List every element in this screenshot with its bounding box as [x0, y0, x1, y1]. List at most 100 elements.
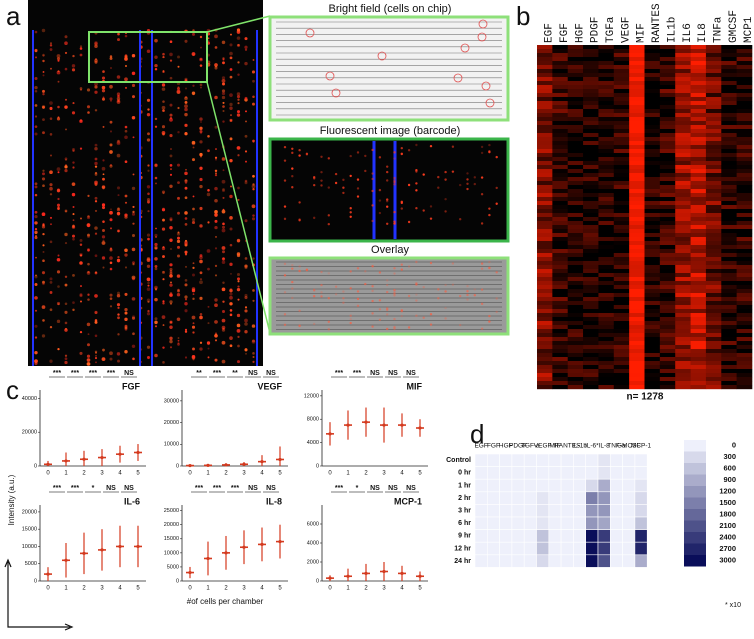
heat-stripe [690, 141, 707, 146]
heat-stripe [736, 241, 753, 246]
heat-stripe [567, 113, 584, 118]
colorbar-cell [684, 543, 706, 555]
y-tick-label: 0 [34, 463, 37, 469]
x-tick-label: 3 [242, 586, 246, 592]
barcode-spot [459, 217, 462, 221]
heat-stripe [613, 97, 630, 102]
heat-stripe [567, 157, 584, 162]
chip-spot [49, 193, 53, 196]
chip-spot [161, 208, 166, 212]
x-tick-label: 1 [346, 586, 350, 592]
chip-spot [222, 120, 225, 123]
heat-stripe [552, 117, 569, 122]
barcode-spot [334, 172, 338, 176]
heat-stripe [644, 353, 661, 358]
chip-spot [237, 344, 240, 348]
heat-stripe [675, 269, 691, 274]
heat-stripe [567, 221, 584, 226]
heat-stripe [613, 281, 630, 286]
barcode-spot [473, 176, 476, 179]
chip-spot [154, 297, 158, 302]
heat-stripe [598, 145, 615, 150]
heat-stripe [675, 45, 691, 50]
heat-stripe [705, 265, 722, 270]
chip-spot [56, 117, 61, 121]
heat-stripe [690, 373, 707, 378]
overlay-spot [488, 266, 491, 270]
chip-spot [154, 63, 158, 68]
heat-stripe [598, 201, 615, 206]
heat-stripe [598, 341, 615, 346]
overlay-spot [466, 290, 469, 293]
chip-spot [110, 208, 112, 211]
heat-stripe [690, 45, 707, 50]
colorbar-cell [684, 474, 706, 486]
heat-stripe [659, 241, 676, 246]
heat-stripe [705, 113, 722, 118]
chip-spot [154, 264, 158, 268]
heat-stripe [613, 133, 630, 138]
heat-stripe [629, 221, 645, 226]
heat-stripe [598, 113, 615, 118]
heat-stripe [537, 181, 553, 186]
chip-spot [229, 194, 233, 199]
cell-circle [325, 71, 335, 81]
chip-spot [131, 316, 136, 320]
heat-stripe [598, 305, 615, 310]
chip-spot [117, 359, 120, 363]
chip-spot [34, 125, 38, 129]
chip-spot [206, 249, 211, 253]
chip-spot [79, 47, 83, 50]
chip-spot [236, 313, 241, 318]
heat-stripe [613, 157, 630, 162]
cell-count: n= 1278 [627, 392, 664, 403]
heat-stripe [644, 177, 661, 182]
chip-spot [184, 250, 188, 254]
chip-spot [230, 33, 232, 36]
heat-stripe [644, 361, 661, 366]
heat-stripe [675, 345, 691, 350]
chip-spot [64, 51, 68, 55]
overlay-spot [466, 284, 469, 288]
heat-stripe [598, 69, 615, 74]
chip-spot [154, 320, 158, 325]
heat-stripe [736, 53, 753, 58]
overlay-spot [356, 304, 360, 308]
heat-stripe [675, 281, 691, 286]
heat-stripe [552, 57, 569, 62]
heat-stripe [721, 241, 737, 246]
chip-spot [131, 234, 136, 238]
heat-stripe [567, 81, 584, 86]
chip-spot [244, 219, 248, 223]
colorbar-cell [684, 497, 706, 509]
heat-stripe [736, 181, 753, 186]
chip-spot [147, 284, 150, 287]
chip-spot [229, 344, 233, 348]
heat-stripe [736, 57, 753, 62]
chip-spot [124, 327, 128, 331]
heat-stripe [567, 61, 584, 66]
heat-stripe [537, 161, 553, 166]
heat-stripe [567, 181, 584, 186]
chip-spot [94, 350, 98, 354]
heat-stripe [675, 229, 691, 234]
heat-stripe [675, 117, 691, 122]
heat-stripe [736, 381, 753, 386]
chip-spot [162, 361, 165, 364]
chip-spot [162, 300, 165, 303]
heat-stripe [583, 153, 599, 158]
heat-stripe [736, 277, 753, 282]
overlay-spot [327, 272, 330, 275]
heat-stripe [613, 113, 630, 118]
chip-spot [146, 277, 151, 282]
chip-spot [192, 207, 195, 211]
chip-spot [237, 335, 240, 339]
chip-spot [109, 66, 113, 70]
chip-spot [199, 130, 203, 134]
chip-spot [244, 96, 248, 100]
chip-spot [222, 300, 225, 303]
chip-spot [34, 228, 38, 231]
heat-stripe [567, 269, 584, 274]
column-label: IL-6* [585, 443, 599, 450]
heat-stripe [705, 137, 722, 142]
